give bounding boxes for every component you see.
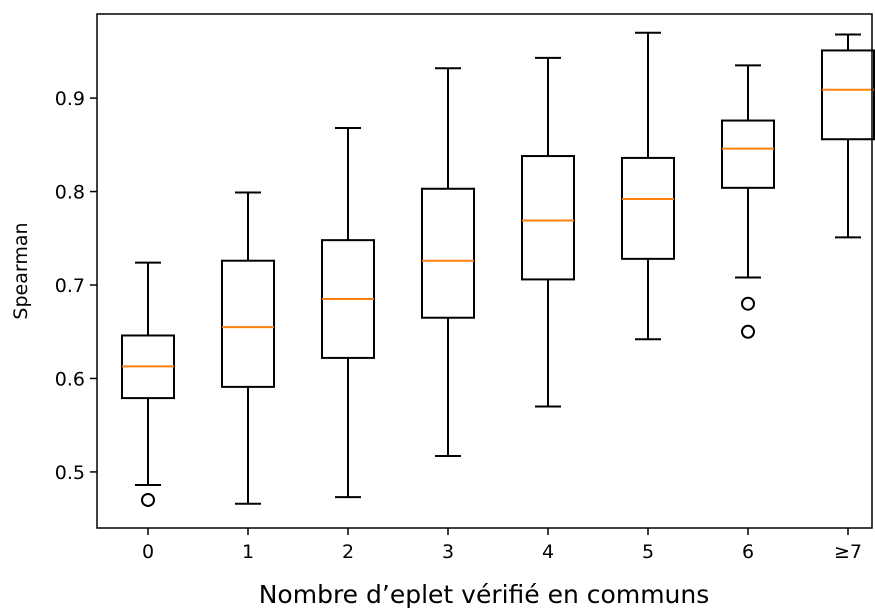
iqr-box: [221, 259, 275, 388]
box-group-6: [721, 64, 775, 339]
y-axis: 0.5 0.6 0.7 0.8 0.9: [55, 88, 97, 484]
box-group-0: [121, 261, 175, 507]
x-tick-label: 4: [542, 541, 554, 563]
y-tick-label: 0.9: [55, 88, 85, 110]
x-tick-label: 0: [142, 541, 154, 563]
box-group-2: [321, 127, 375, 499]
iqr-box: [621, 156, 675, 260]
y-tick-label: 0.7: [55, 275, 85, 297]
x-tick-label: 3: [442, 541, 454, 563]
iqr-box: [721, 119, 775, 189]
box-group-≥7: [821, 33, 875, 239]
y-tick-label: 0.6: [55, 368, 85, 390]
outlier-point: [741, 324, 755, 339]
plot-area: [121, 31, 875, 507]
x-tick-label: 2: [342, 541, 354, 563]
box-group-4: [521, 56, 575, 408]
x-tick-label: 1: [242, 541, 254, 563]
iqr-box: [421, 187, 475, 319]
box-group-1: [221, 191, 275, 505]
outlier-point: [741, 296, 755, 311]
y-tick-label: 0.8: [55, 182, 85, 204]
box-group-5: [621, 31, 675, 341]
y-tick-label: 0.5: [55, 462, 85, 484]
y-axis-label: Spearman: [10, 222, 32, 319]
plot-frame: [96, 13, 873, 529]
x-tick-label: 6: [742, 541, 754, 563]
box-group-3: [421, 67, 475, 458]
x-axis-label: Nombre d’eplet vérifié en communs: [259, 580, 710, 609]
outlier-point: [141, 492, 155, 507]
iqr-box: [521, 155, 575, 281]
x-tick-label: 5: [642, 541, 654, 563]
x-tick-label: ≥7: [834, 541, 862, 563]
x-axis: 0 1 2 3 4 5 6 ≥7: [142, 528, 862, 563]
iqr-box: [821, 49, 875, 141]
